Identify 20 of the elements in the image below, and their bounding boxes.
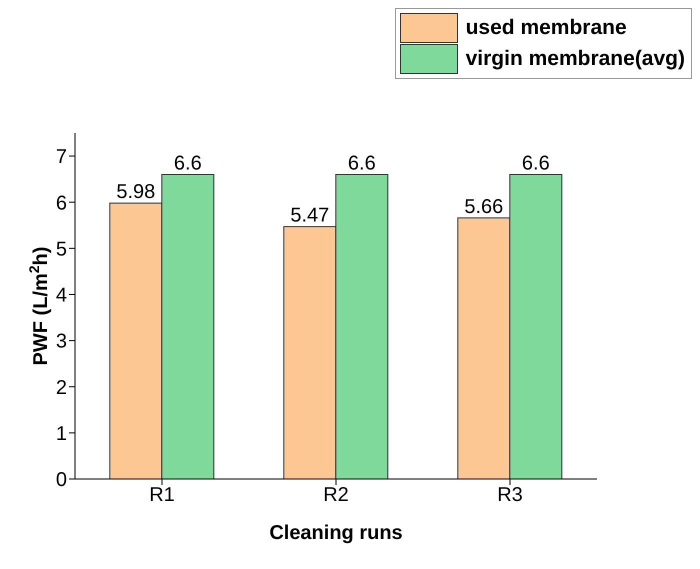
y-tick-label: 1 bbox=[56, 422, 67, 445]
data-label: 5.47 bbox=[290, 204, 330, 227]
x-axis-title: Cleaning runs bbox=[269, 522, 403, 544]
y-tick-label: 2 bbox=[56, 376, 67, 399]
x-tick-label: R2 bbox=[323, 484, 349, 506]
data-label: 6.6 bbox=[348, 152, 376, 175]
y-tick-label: 5 bbox=[56, 238, 67, 260]
legend-label: used membrane bbox=[466, 16, 627, 40]
data-label: 6.6 bbox=[522, 152, 550, 175]
x-tick-label: R1 bbox=[149, 484, 175, 506]
y-tick-label: 6 bbox=[56, 192, 67, 214]
y-tick-label: 3 bbox=[56, 330, 67, 353]
data-label: 5.98 bbox=[116, 181, 156, 204]
x-tick-label: R3 bbox=[497, 484, 523, 506]
y-tick-label: 0 bbox=[56, 469, 67, 492]
legend-label: virgin membrane(avg) bbox=[466, 47, 685, 71]
y-tick-label: 4 bbox=[56, 284, 67, 307]
data-label: 5.66 bbox=[464, 196, 504, 218]
y-tick-label: 7 bbox=[56, 146, 67, 168]
data-label: 6.6 bbox=[174, 152, 202, 175]
